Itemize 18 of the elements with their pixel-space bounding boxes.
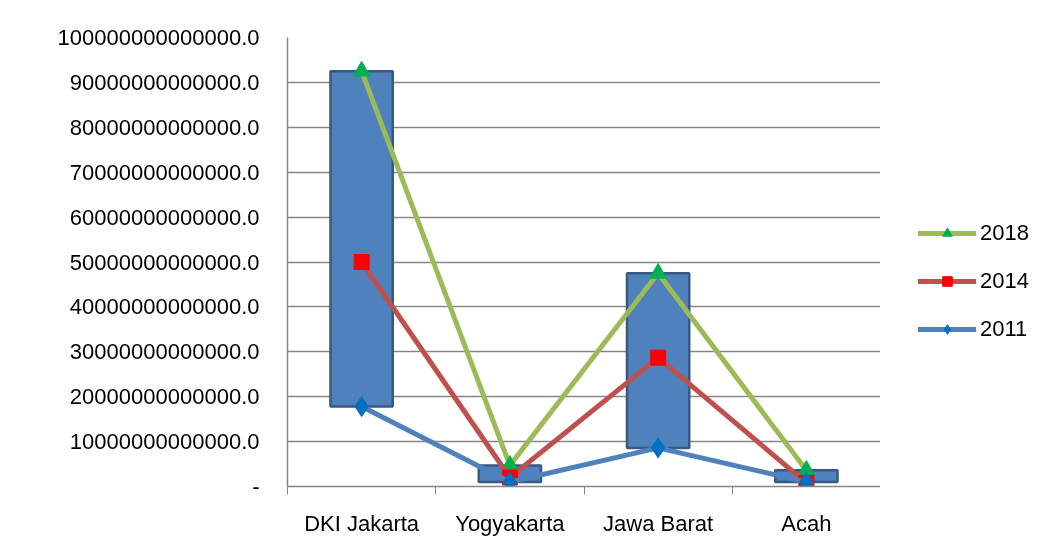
y-tick-label: 100000000000000.0 — [57, 25, 260, 50]
legend-label: 2018 — [980, 220, 1029, 246]
y-tick-label: 40000000000000.0 — [69, 294, 260, 320]
legend-label: 2011 — [980, 316, 1028, 342]
y-tick-label: 60000000000000.0 — [69, 204, 260, 230]
x-tick-label: Jawa Barat — [603, 510, 714, 536]
y-tick-label: 20000000000000.0 — [69, 384, 260, 410]
y-tick-label: 80000000000000.0 — [69, 114, 260, 140]
x-tick-label: DKI Jakarta — [304, 510, 420, 536]
y-tick-label: 30000000000000.0 — [69, 339, 260, 365]
y-tick-label: 50000000000000.0 — [69, 249, 260, 275]
legend-label: 2014 — [980, 268, 1029, 294]
x-tick-label: Yogyakarta — [455, 510, 566, 536]
y-tick-label: 70000000000000.0 — [69, 159, 260, 185]
y-tick-label: - — [252, 474, 260, 499]
y-tick-label: 10000000000000.0 — [69, 429, 260, 455]
y-tick-label: 90000000000000.0 — [69, 69, 260, 95]
x-tick-label: Acah — [781, 510, 832, 536]
